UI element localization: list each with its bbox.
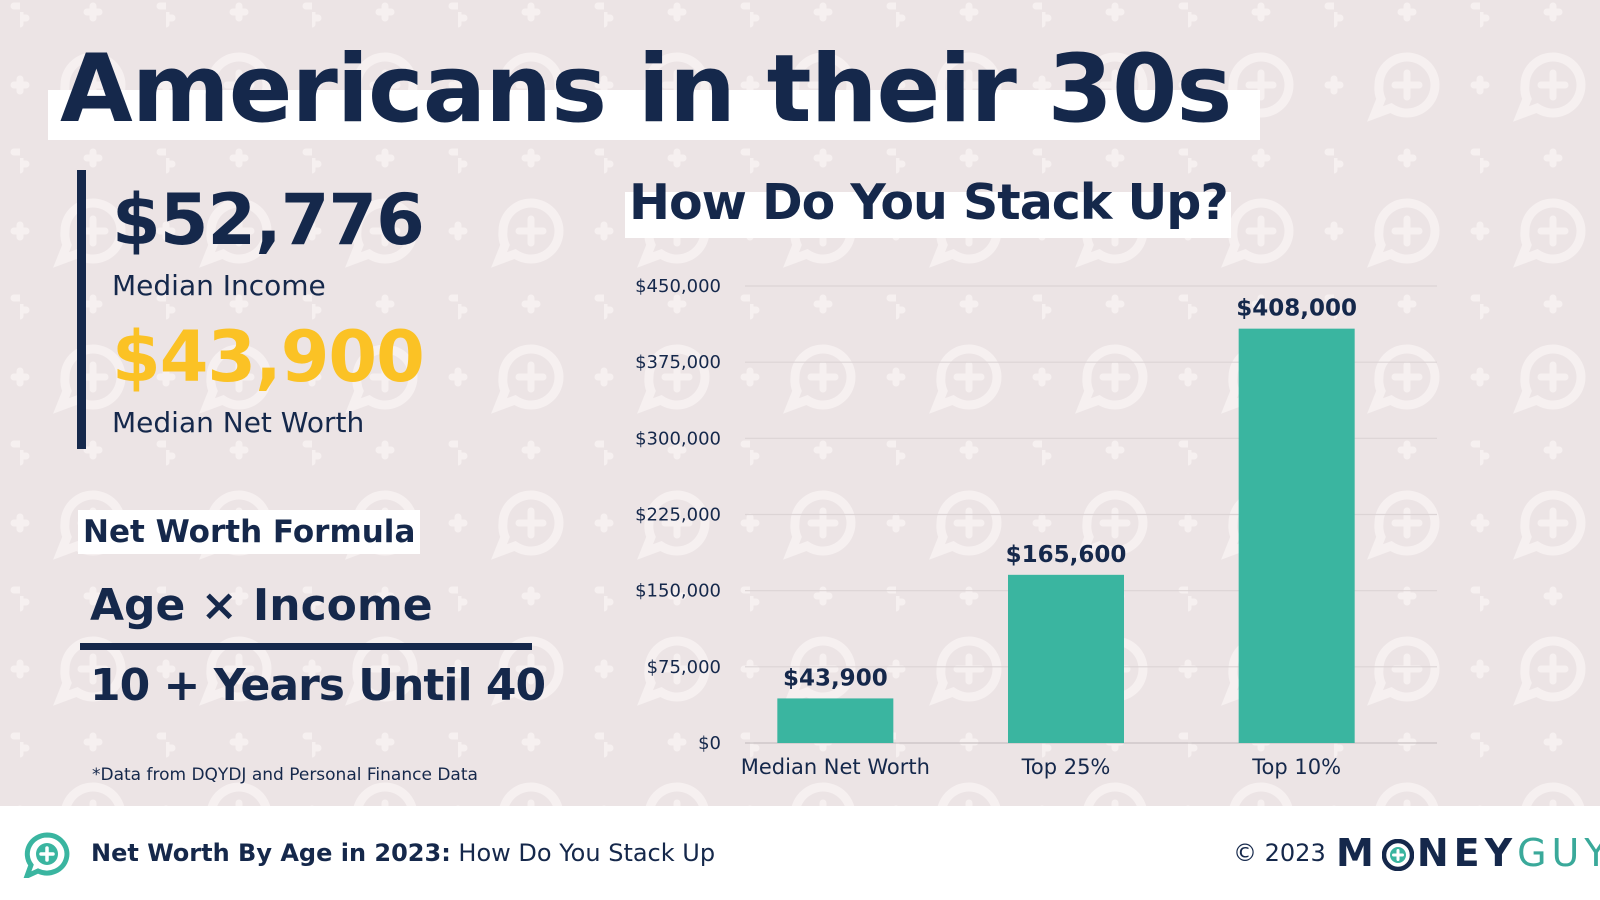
page-title-highlight: Americans in their 30s [48, 30, 1260, 144]
median-networth-label: Median Net Worth [112, 406, 365, 439]
median-income-label: Median Income [112, 269, 326, 302]
bar-value-label: $43,900 [783, 665, 888, 691]
moneyguy-logo: M NEYGUY [1336, 828, 1600, 878]
logo-text-ney: NEY [1416, 831, 1518, 875]
page-title: Americans in their 30s [60, 35, 1232, 144]
formula-numerator: Age × Income [90, 580, 433, 631]
bar [777, 698, 894, 743]
y-tick-label: $375,000 [635, 352, 721, 373]
stat-accent-bar [77, 170, 86, 449]
copyright: © 2023 [1233, 839, 1326, 867]
bar-chart: $0 $75,000 $150,000 $225,000 $300,000 $375,00… [635, 276, 1437, 779]
formula-title: Net Worth Formula [78, 510, 421, 554]
formula-denominator: 10 + Years Until 40 [90, 660, 546, 711]
footer-title-bold: Net Worth By Age in 2023: [91, 839, 451, 867]
chart-title: How Do You Stack Up? [629, 174, 1229, 231]
logo-text-guy: GUY [1517, 831, 1600, 875]
plus-circle-icon [1381, 839, 1414, 871]
formula-divider [80, 643, 532, 650]
bar [1008, 574, 1124, 743]
y-tick-label: $75,000 [647, 657, 721, 678]
chart-title-highlight: How Do You Stack Up? [625, 172, 1231, 238]
y-tick-label: $300,000 [635, 428, 721, 449]
x-category-label: Top 25% [1021, 755, 1111, 779]
footer-title-rest: How Do You Stack Up [450, 839, 716, 867]
y-tick-label: $150,000 [635, 581, 721, 602]
footer: Net Worth By Age in 2023: How Do You Sta… [0, 806, 1600, 900]
median-income-value: $52,776 [112, 179, 425, 261]
footer-title: Net Worth By Age in 2023: How Do You Sta… [91, 836, 715, 870]
x-category-label: Median Net Worth [741, 755, 930, 779]
bar-value-label: $408,000 [1236, 296, 1357, 322]
x-category-label: Top 10% [1251, 755, 1341, 779]
chat-plus-icon [23, 832, 70, 878]
median-networth-value: $43,900 [112, 316, 425, 398]
bar-value-label: $165,600 [1006, 542, 1127, 568]
bar [1238, 328, 1355, 743]
y-tick-label: $450,000 [635, 276, 721, 297]
logo-text-m: M [1336, 831, 1379, 875]
source-note: *Data from DQYDJ and Personal Finance Da… [92, 765, 478, 785]
y-tick-label: $0 [698, 733, 721, 754]
y-tick-label: $225,000 [635, 505, 721, 526]
